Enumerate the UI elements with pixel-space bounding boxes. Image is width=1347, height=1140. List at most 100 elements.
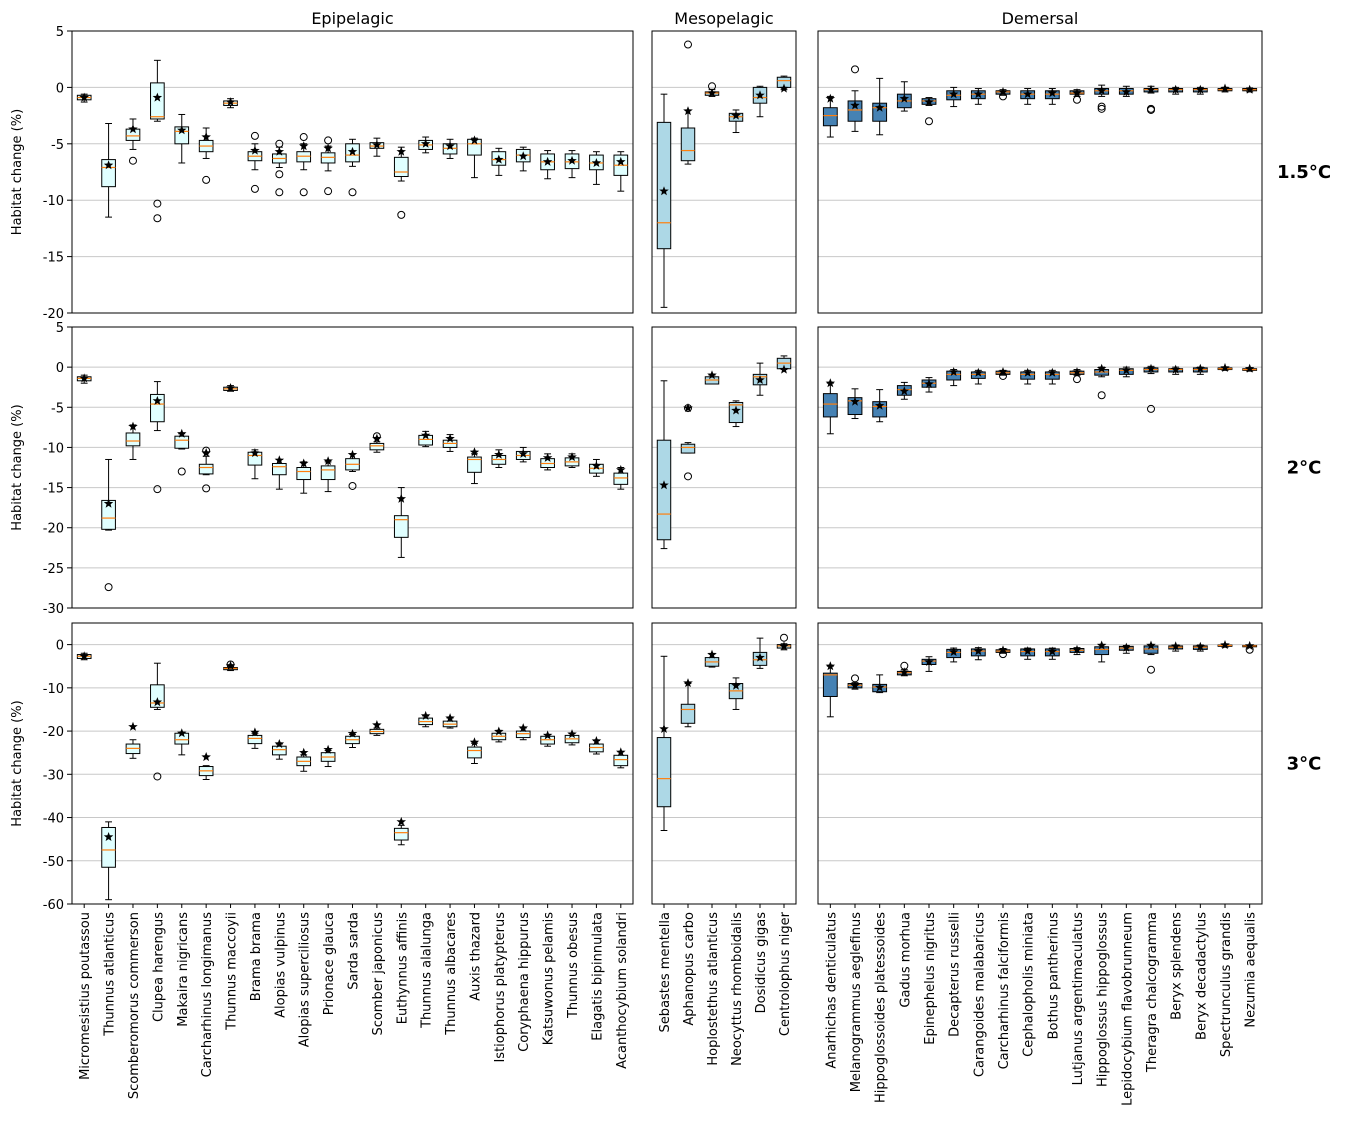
box [271, 462, 287, 476]
outlier [324, 136, 333, 145]
x-tick-label: Thunnus alalunga [420, 912, 435, 1029]
x-tick-label: Alopias superciliosus [298, 912, 313, 1047]
mean-star [103, 832, 114, 841]
outlier [1147, 665, 1155, 674]
box [680, 443, 696, 454]
x-tick-label: Sarda sarda [347, 912, 362, 990]
mean-star [755, 652, 765, 662]
y-tick-label: -20 [43, 307, 64, 322]
box [467, 746, 482, 759]
mean-star [973, 89, 984, 99]
mean-star [825, 661, 836, 671]
mean-star [494, 726, 504, 736]
x-tick-label: Epinephelus nigritus [923, 912, 938, 1045]
mean-star [250, 145, 260, 155]
row-label: 3°C [1287, 754, 1322, 775]
box [393, 827, 409, 841]
mean-star [899, 386, 910, 396]
x-tick-label: Euthynnus affinis [395, 912, 410, 1024]
box [822, 672, 838, 697]
x-tick-label: Bothus pantherinus [1046, 912, 1061, 1040]
x-tick-label: Spectrunculus grandis [1219, 912, 1234, 1057]
x-tick-label: Sebastes mentella [658, 912, 673, 1032]
outlier [851, 65, 859, 74]
mean-star [1022, 646, 1033, 656]
mean-star [591, 460, 602, 470]
mean-star [225, 383, 236, 393]
box [247, 734, 263, 745]
mean-star [1121, 365, 1132, 375]
y-tick-label: -30 [43, 768, 64, 783]
mean-star [567, 452, 577, 462]
x-tick-label: Neocyttus rhomboidalis [730, 912, 745, 1066]
mean-star [347, 449, 358, 459]
mean-star [1121, 86, 1132, 96]
x-tick-label: Alopias vulpinus [273, 912, 288, 1018]
mean-star [567, 729, 577, 739]
x-tick-label: Lutjanus argentimaculatus [1071, 912, 1086, 1086]
x-tick-label: Carcharhinus falciformis [997, 912, 1012, 1070]
x-tick-label: Lepidocybium flavobrunneum [1120, 912, 1135, 1106]
outlier [250, 131, 259, 140]
mean-star [1146, 363, 1156, 373]
box [296, 467, 312, 481]
x-tick-label: Thunnus atlanticus [103, 912, 118, 1037]
panel-frame [817, 30, 1263, 314]
mean-star [299, 747, 309, 757]
mean-star [616, 747, 626, 757]
mean-star [1047, 367, 1058, 377]
mean-star [420, 710, 431, 720]
box [369, 442, 385, 451]
y-tick-label: 0 [56, 81, 64, 96]
x-tick-label: Carcharhinus longimanus [200, 912, 215, 1078]
outlier [299, 133, 308, 142]
mean-star [825, 93, 836, 103]
y-tick-label: -5 [51, 138, 64, 153]
panel-frame [651, 622, 797, 905]
x-tick-label: Thunnus obesus [566, 912, 581, 1019]
mean-star [274, 739, 285, 749]
row-label: 1.5°C [1277, 162, 1331, 183]
mean-star [542, 730, 553, 740]
mean-star [755, 375, 765, 384]
x-tick-label: Brama brama [249, 912, 264, 1001]
outlier [1073, 375, 1081, 384]
mean-star [1195, 363, 1206, 373]
x-tick-label: Aphanopus carbo [682, 912, 697, 1026]
mean-star [1121, 642, 1132, 652]
x-tick-label: Centrolophus niger [778, 911, 793, 1036]
x-tick-label: Hippoglossus hippoglossus [1096, 912, 1111, 1087]
x-tick-label: Acanthocybium solandri [615, 912, 630, 1069]
mean-star [731, 110, 741, 120]
outlier [153, 772, 162, 781]
y-tick-label: -10 [43, 194, 64, 209]
box [613, 754, 629, 767]
mean-star [1022, 89, 1033, 99]
mean-star [755, 90, 765, 100]
box [613, 472, 629, 485]
mean-star [924, 97, 934, 107]
mean-star [225, 660, 236, 670]
outlier [275, 188, 284, 197]
panel-frame [651, 30, 797, 314]
mean-star [201, 132, 211, 142]
panel-frame [651, 326, 797, 609]
box [393, 515, 409, 538]
x-tick-label: Scomber japonicus [371, 912, 386, 1036]
mean-star [152, 697, 163, 707]
x-tick-label: Melanogrammus aeglefinus [849, 912, 864, 1093]
mean-star [998, 367, 1008, 376]
x-tick-label: Makaira nigricans [176, 912, 191, 1027]
mean-star [469, 135, 480, 145]
mean-star [79, 373, 89, 383]
x-tick-label: Anarhichas denticulatus [824, 912, 839, 1069]
y-tick-label: -20 [43, 522, 64, 537]
x-tick-label: Elagatis bipinnulata [590, 912, 605, 1041]
row-label: 2°C [1287, 458, 1322, 479]
y-tick-label: 0 [56, 639, 64, 654]
mean-star [1220, 83, 1230, 93]
mean-star [973, 367, 984, 377]
mean-star [372, 433, 382, 443]
mean-star [494, 154, 504, 164]
